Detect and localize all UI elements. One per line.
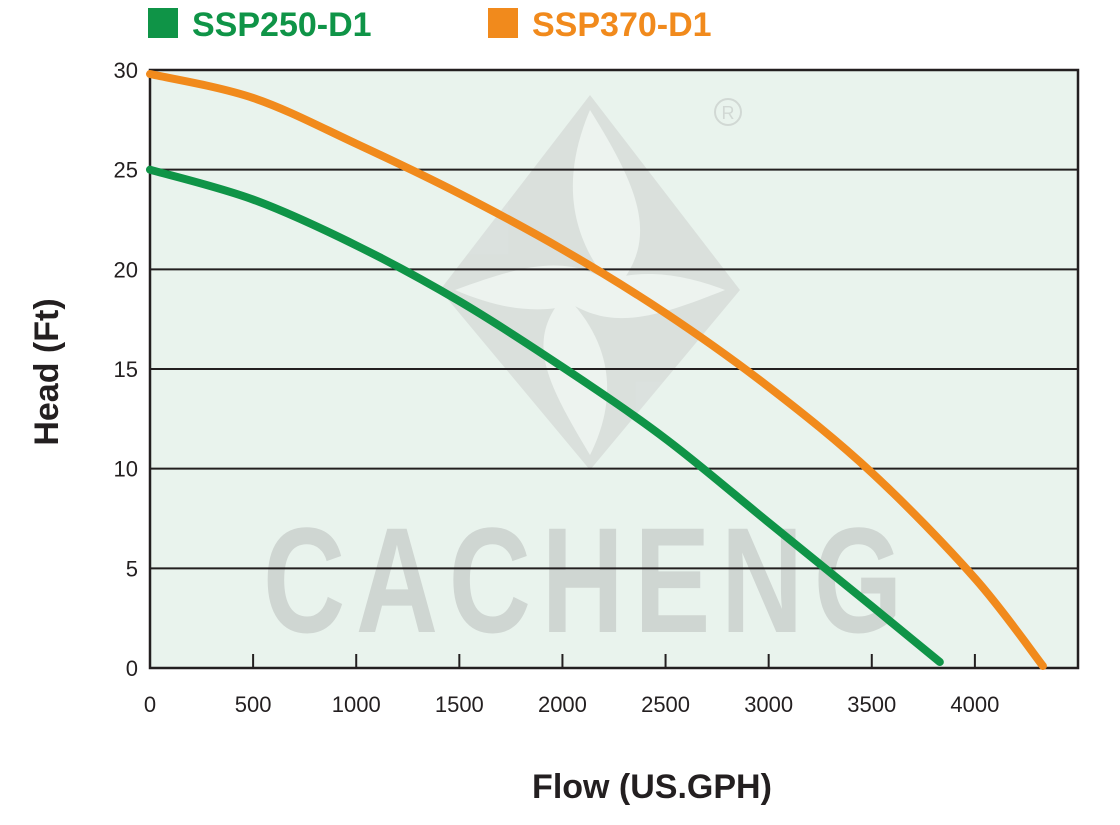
x-tick-label-2500: 2500 — [641, 692, 690, 717]
registered-mark-icon — [714, 98, 742, 126]
axes — [148, 68, 1080, 670]
watermark-text: CACHENG — [263, 496, 913, 664]
y-tick-label-5: 5 — [126, 556, 138, 581]
series-line-ssp370-d1 — [146, 69, 1047, 671]
grid-lines — [150, 168, 1078, 570]
tick-labels: 0 5 10 15 20 25 30 0 500 1000 1500 2000 2500 3000 3500… — [114, 58, 1000, 717]
legend-swatch-ssp250-d1 — [148, 8, 178, 38]
legend: SSP250-D1 SSP370-D1 — [148, 6, 712, 44]
x-tick-label-3000: 3000 — [744, 692, 793, 717]
watermark-logo-blade-1 — [572, 110, 641, 290]
x-tick-label-500: 500 — [235, 692, 272, 717]
x-axis-title: Flow (US.GPH) — [532, 768, 772, 806]
x-tick-label-0: 0 — [144, 692, 156, 717]
legend-label-ssp370-d1: SSP370-D1 — [532, 6, 712, 44]
x-tick-label-4000: 4000 — [950, 692, 999, 717]
y-axis-title: Head (Ft) — [28, 298, 66, 445]
legend-label-ssp250-d1: SSP250-D1 — [192, 6, 372, 44]
y-tick-label-25: 25 — [114, 158, 138, 183]
x-tick-label-1000: 1000 — [332, 692, 381, 717]
watermark-logo-blade-4 — [455, 265, 615, 310]
y-tick-label-30: 30 — [114, 58, 138, 83]
y-tick-label-15: 15 — [114, 357, 138, 382]
series-line-ssp250-d1 — [146, 165, 944, 667]
x-tick-label-1500: 1500 — [435, 692, 484, 717]
plot-frame — [148, 68, 1080, 670]
y-tick-label-10: 10 — [114, 457, 138, 482]
y-tick-label-20: 20 — [114, 257, 138, 282]
series-lines — [146, 69, 1047, 671]
x-tick-label-3500: 3500 — [847, 692, 896, 717]
legend-swatch-ssp370-d1 — [488, 8, 518, 38]
y-tick-label-0: 0 — [126, 656, 138, 681]
registered-mark-icon-letter: R — [722, 103, 735, 123]
x-tick-label-2000: 2000 — [538, 692, 587, 717]
